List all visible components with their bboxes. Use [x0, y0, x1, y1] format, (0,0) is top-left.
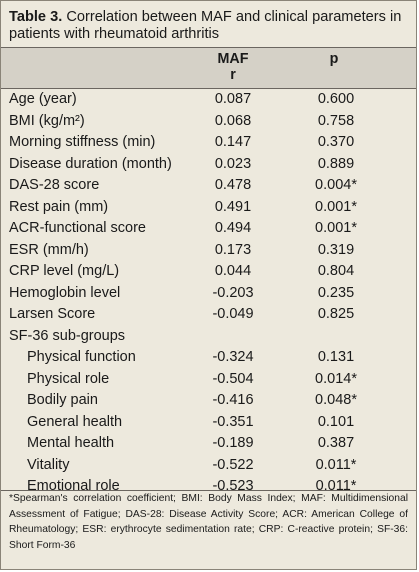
row-p-value: 0.825 — [317, 306, 355, 322]
row-label: Physical function — [27, 349, 136, 365]
table-header: MAF r p — [1, 48, 416, 88]
table-row: General health -0.351 0.101 — [1, 412, 416, 434]
table-row: SF-36 sub-groups — [1, 326, 416, 348]
table-row: Disease duration (month) 0.023 0.889 — [1, 154, 416, 176]
row-label: Morning stiffness (min) — [9, 134, 156, 150]
row-label: Mental health — [27, 435, 115, 451]
row-label: Bodily pain — [27, 392, 98, 408]
row-r-value: 0.478 — [214, 177, 252, 193]
row-label: General health — [27, 413, 123, 430]
caption-label: Table 3. — [9, 9, 63, 25]
table-row: ACR-functional score 0.494 0.001* — [1, 218, 416, 240]
table-row: CRP level (mg/L) 0.044 0.804 — [1, 261, 416, 283]
row-r-value: 0.173 — [214, 241, 252, 258]
row-label: Physical role — [27, 370, 110, 387]
row-label: Disease duration (month) — [9, 155, 172, 172]
table-caption: Table 3. Correlation between MAF and cli… — [9, 9, 409, 43]
row-r-value: -0.049 — [212, 306, 254, 322]
table-row: Vitality -0.522 0.011* — [1, 455, 416, 477]
row-p-value: 0.001* — [315, 198, 357, 215]
table-row: Hemoglobin level -0.203 0.235 — [1, 283, 416, 305]
row-p-value: 0.101 — [317, 413, 355, 430]
row-p-value: 0.011* — [315, 456, 357, 473]
row-r-value: -0.416 — [212, 392, 254, 408]
table-row: DAS-28 score 0.478 0.004* — [1, 175, 416, 197]
header-r: r — [230, 67, 236, 83]
table-row: Bodily pain -0.416 0.048* — [1, 390, 416, 412]
table-row: Physical function -0.324 0.131 — [1, 347, 416, 369]
row-p-value: 0.235 — [317, 284, 355, 301]
table-row: BMI (kg/m²) 0.068 0.758 — [1, 111, 416, 133]
row-p-value: 0.889 — [317, 155, 355, 172]
table-row: Rest pain (mm) 0.491 0.001* — [1, 197, 416, 219]
table-row: Larsen Score -0.049 0.825 — [1, 304, 416, 326]
row-p-value: 0.319 — [317, 241, 355, 258]
table-row: Physical role -0.504 0.014* — [1, 369, 416, 391]
caption-text: Correlation between MAF and clinical par… — [9, 9, 402, 42]
row-r-value: 0.147 — [214, 134, 252, 150]
table-body: Age (year) 0.087 0.600 BMI (kg/m²) 0.068 0.75… — [1, 89, 416, 498]
table-footnote: *Spearman's correlation coefficient; BMI… — [9, 493, 408, 551]
row-r-value: 0.491 — [214, 198, 252, 215]
row-r-value: -0.504 — [212, 370, 254, 387]
row-p-value: 0.001* — [315, 220, 357, 236]
row-label: Vitality — [27, 456, 70, 473]
row-p-value: 0.131 — [317, 349, 355, 365]
row-label: ESR (mm/h) — [9, 241, 89, 258]
row-label: Rest pain (mm) — [9, 198, 109, 215]
row-p-value: 0.600 — [317, 91, 355, 107]
row-r-value: -0.522 — [212, 456, 254, 473]
table-row: Morning stiffness (min) 0.147 0.370 — [1, 132, 416, 154]
bottom-rule — [1, 490, 416, 491]
row-label: CRP level (mg/L) — [9, 263, 120, 279]
row-p-value: 0.758 — [317, 112, 355, 129]
row-r-value: 0.068 — [214, 112, 252, 129]
row-r-value: -0.324 — [212, 349, 254, 365]
row-label: ACR-functional score — [9, 220, 146, 236]
row-label: Age (year) — [9, 91, 77, 107]
row-r-value: -0.203 — [212, 284, 254, 301]
row-label: DAS-28 score — [9, 177, 100, 193]
row-r-value: 0.044 — [214, 263, 252, 279]
row-label: Hemoglobin level — [9, 284, 121, 301]
row-p-value: 0.004* — [315, 177, 357, 193]
header-p: p — [329, 51, 339, 67]
row-r-value: 0.023 — [214, 155, 252, 172]
row-p-value: 0.387 — [317, 435, 355, 451]
header-rule — [1, 88, 416, 89]
row-p-value: 0.014* — [315, 370, 357, 387]
table-row: Age (year) 0.087 0.600 — [1, 89, 416, 111]
row-label: Larsen Score — [9, 306, 96, 322]
row-p-value: 0.370 — [317, 134, 355, 150]
table-row: Mental health -0.189 0.387 — [1, 433, 416, 455]
row-label: SF-36 sub-groups — [9, 327, 126, 344]
row-r-value: -0.189 — [212, 435, 254, 451]
row-p-value: 0.804 — [317, 263, 355, 279]
row-p-value: 0.048* — [315, 392, 357, 408]
table-row: ESR (mm/h) 0.173 0.319 — [1, 240, 416, 262]
row-r-value: 0.087 — [214, 91, 252, 107]
header-maf: MAF — [217, 51, 249, 67]
row-label: BMI (kg/m²) — [9, 112, 85, 129]
top-rule — [1, 47, 416, 48]
row-r-value: 0.494 — [214, 220, 252, 236]
row-r-value: -0.351 — [212, 413, 254, 430]
